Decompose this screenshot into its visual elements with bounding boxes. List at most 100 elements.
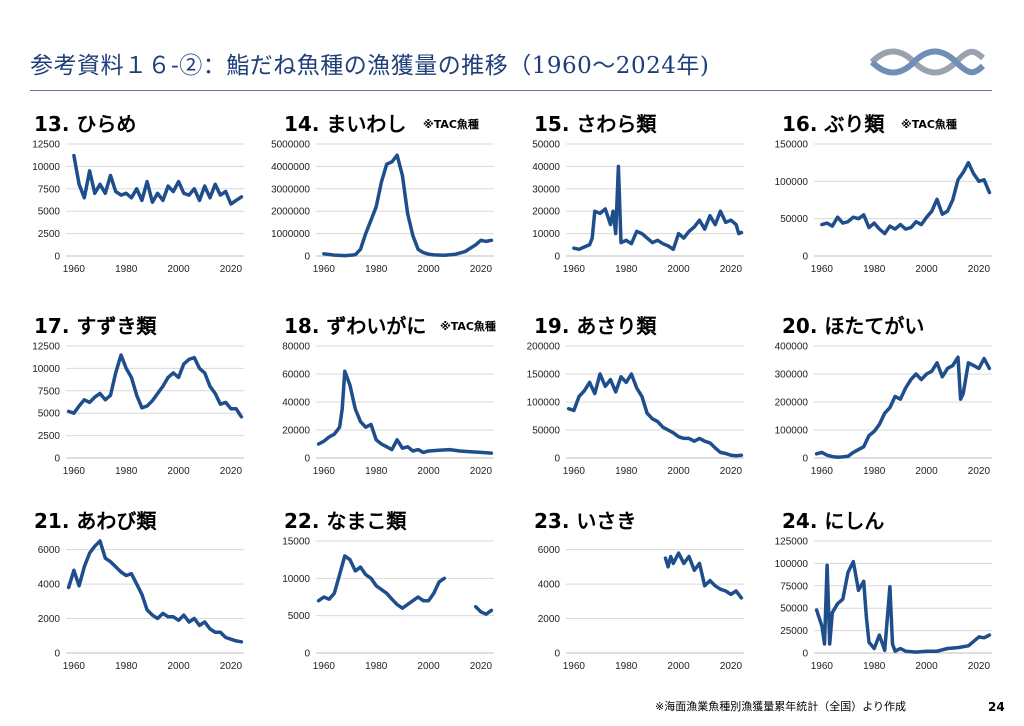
- x-tick-label: 2000: [417, 661, 440, 672]
- y-tick-label: 0: [802, 649, 808, 660]
- chart-panel-p22: 22. なまこ類 0 5000 10000 15000 1960 1980 2000 2020: [278, 505, 508, 685]
- y-tick-label: 20000: [532, 207, 560, 218]
- x-tick-label: 2020: [220, 466, 243, 477]
- y-tick-label: 5000: [288, 611, 311, 622]
- y-tick-label: 300000: [775, 370, 809, 381]
- x-tick-label: 2020: [720, 466, 743, 477]
- chart-title: 16. ぶり類: [782, 112, 885, 136]
- x-tick-label: 2020: [470, 264, 493, 275]
- y-tick-label: 125000: [775, 537, 809, 548]
- y-tick-label: 2500: [38, 229, 61, 240]
- chart-panel-p20: 20. ほたてがい 0 100000 200000 300000 400000 1960 19…: [775, 310, 1006, 490]
- y-tick-label: 75000: [780, 581, 808, 592]
- line-chart: 0 50000 100000 150000 1960 1980 2000 2020: [775, 140, 992, 275]
- series-line: [66, 353, 244, 419]
- y-tick-label: 40000: [532, 162, 560, 173]
- y-tick-label: 25000: [780, 626, 808, 637]
- y-tick-label: 200000: [775, 398, 809, 409]
- y-tick-label: 7500: [38, 184, 61, 195]
- series-line: [572, 164, 744, 252]
- x-tick-label: 1960: [563, 466, 586, 477]
- y-tick-label: 6000: [538, 545, 561, 556]
- y-tick-label: 150000: [527, 370, 561, 381]
- x-tick-label: 1960: [563, 661, 586, 672]
- x-tick-label: 2020: [220, 264, 243, 275]
- y-tick-label: 10000: [532, 229, 560, 240]
- tac-note: ※TAC魚種: [440, 320, 496, 333]
- y-tick-label: 7500: [38, 386, 61, 397]
- y-tick-label: 50000: [780, 604, 808, 615]
- x-tick-label: 2000: [915, 466, 938, 477]
- series-line: [322, 153, 494, 258]
- chart-panel-p17: 17. すずき類 0 2500 5000 7500 10000 12500 1960 1980 2…: [28, 310, 258, 490]
- page-title: 参考資料１６-②：鮨だね魚種の漁獲量の推移（1960～2024年): [30, 53, 710, 79]
- x-tick-label: 1980: [863, 264, 886, 275]
- y-tick-label: 2000: [38, 614, 61, 625]
- series-line: [316, 554, 494, 616]
- tac-note: ※TAC魚種: [423, 118, 479, 131]
- chart-panel-p16: 16. ぶり類 ※TAC魚種 0 50000 100000 150000 1960 1980 2…: [775, 108, 1006, 288]
- chart-panel-p13: 13. ひらめ 0 2500 5000 7500 10000 12500 1960 1980 20…: [28, 108, 258, 288]
- y-tick-label: 0: [54, 649, 60, 660]
- chart-title: 19. あさり類: [534, 314, 657, 338]
- y-tick-label: 200000: [527, 342, 561, 353]
- x-tick-label: 1960: [811, 466, 834, 477]
- x-tick-label: 1980: [615, 466, 638, 477]
- x-tick-label: 2000: [167, 466, 190, 477]
- series-line: [814, 559, 992, 654]
- x-tick-label: 2020: [720, 264, 743, 275]
- x-tick-label: 1980: [365, 264, 388, 275]
- x-tick-label: 2020: [968, 466, 991, 477]
- y-tick-label: 2000: [538, 614, 561, 625]
- y-tick-label: 1000000: [271, 229, 310, 240]
- y-tick-label: 20000: [282, 426, 310, 437]
- y-tick-label: 100000: [775, 426, 809, 437]
- line-chart: 0 100000 200000 300000 400000 1960 1980 2000 202…: [775, 342, 992, 477]
- x-tick-label: 1980: [863, 661, 886, 672]
- y-tick-label: 60000: [282, 370, 310, 381]
- x-tick-label: 1980: [615, 264, 638, 275]
- y-tick-label: 5000000: [271, 140, 310, 151]
- line-chart: 0 50000 100000 150000 200000 1960 1980 2000 2020: [527, 342, 744, 477]
- chart-panel-p15: 15. さわら類 0 10000 20000 30000 40000 50000 1960 19…: [528, 108, 758, 288]
- chart-title: 13. ひらめ: [34, 112, 137, 136]
- y-tick-label: 100000: [775, 177, 809, 188]
- chart-panel-p21: 21. あわび類 0 2000 4000 6000 1960 1980 2000 2020: [28, 505, 258, 685]
- y-tick-label: 4000000: [271, 162, 310, 173]
- x-tick-label: 1960: [63, 264, 86, 275]
- x-tick-label: 2000: [167, 264, 190, 275]
- line-chart: 0 5000 10000 15000 1960 1980 2000 2020: [282, 537, 494, 672]
- y-tick-label: 10000: [32, 364, 60, 375]
- y-tick-label: 80000: [282, 342, 310, 353]
- series-line: [566, 372, 744, 458]
- x-tick-label: 1980: [365, 466, 388, 477]
- title-divider: [30, 90, 992, 91]
- y-tick-label: 0: [54, 454, 60, 465]
- chart-title: 15. さわら類: [534, 112, 657, 136]
- x-tick-label: 1960: [811, 264, 834, 275]
- y-tick-label: 0: [554, 649, 560, 660]
- x-tick-label: 2000: [667, 264, 690, 275]
- x-tick-label: 1960: [63, 661, 86, 672]
- x-tick-label: 2020: [968, 264, 991, 275]
- wave-logo-icon: [870, 48, 985, 76]
- y-tick-label: 0: [304, 252, 310, 263]
- series-line: [814, 355, 992, 459]
- y-tick-label: 50000: [532, 426, 560, 437]
- source-note: ※海面漁業魚種別漁獲量累年統計（全国）より作成: [655, 700, 906, 713]
- y-tick-label: 0: [54, 252, 60, 263]
- chart-title: 18. ずわいがに: [284, 314, 427, 338]
- y-tick-label: 10000: [282, 574, 310, 585]
- line-chart: 0 20000 40000 60000 80000 1960 1980 2000 2020: [282, 342, 494, 477]
- series-line: [72, 153, 244, 206]
- chart-panel-p19: 19. あさり類 0 50000 100000 150000 200000 1960 1980…: [527, 310, 758, 490]
- x-tick-label: 2020: [470, 466, 493, 477]
- y-tick-label: 50000: [780, 214, 808, 225]
- line-chart: 0 1000000 2000000 3000000 4000000 5000000 1960…: [271, 140, 494, 275]
- x-tick-label: 2020: [220, 661, 243, 672]
- line-chart: 0 2000 4000 6000 1960 1980 2000 2020: [38, 539, 244, 672]
- chart-title: 20. ほたてがい: [782, 314, 925, 338]
- y-tick-label: 0: [802, 454, 808, 465]
- y-tick-label: 0: [554, 454, 560, 465]
- series-line: [663, 551, 744, 600]
